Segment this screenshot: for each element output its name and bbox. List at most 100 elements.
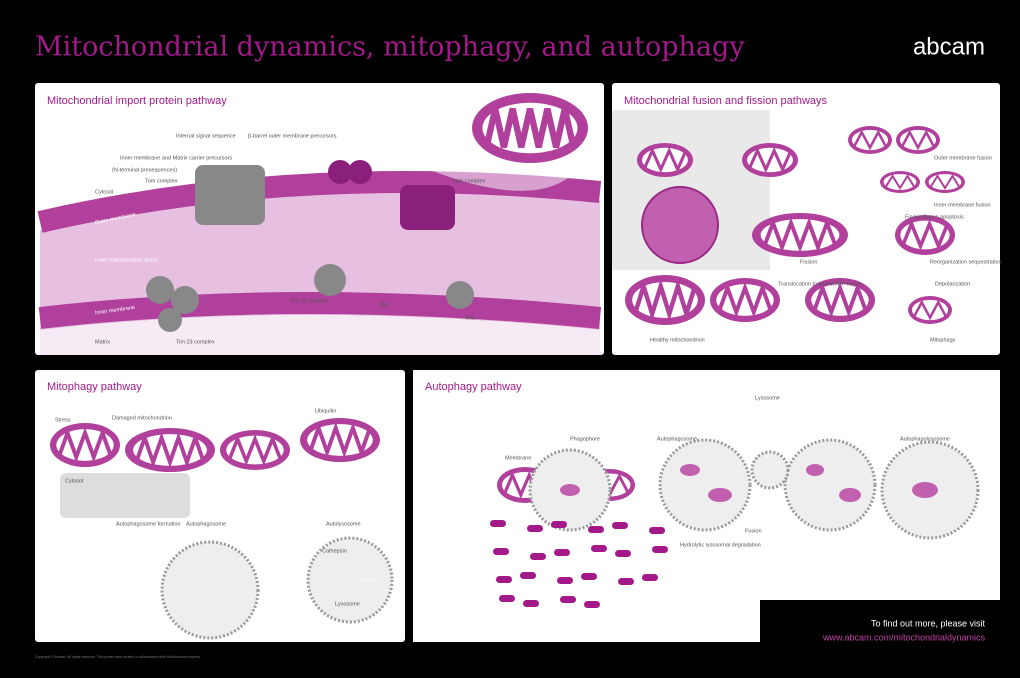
label: Tim 22 complex (290, 298, 329, 304)
label: (N-terminal presequences) (112, 167, 177, 173)
cristae (642, 146, 688, 174)
cargo (912, 482, 938, 498)
visit-text: To find out more, please visit (871, 618, 986, 628)
protein-complexes (146, 160, 474, 332)
label: Reorganization sequestration (930, 259, 1002, 265)
cristae (811, 282, 869, 318)
protein (560, 596, 576, 603)
copyright: Copyright © Abcam. All rights reserved. … (35, 655, 201, 659)
mitochondria (50, 93, 980, 640)
cargo (680, 464, 700, 476)
cristae (483, 108, 577, 148)
label: Cytosol (95, 189, 113, 195)
cristae (912, 299, 948, 321)
panel-title: Mitochondrial import protein pathway (47, 95, 227, 107)
label: Lysosome (335, 601, 360, 607)
cristae (762, 217, 838, 253)
label: Inner membrane and Matrix carrier precur… (120, 155, 232, 161)
label: Autophagosome (657, 436, 697, 442)
cristae (716, 282, 774, 318)
protein (652, 546, 668, 553)
label: Healthy mitochondrion (650, 337, 705, 343)
label: Translocation to lowest ATP needs (778, 281, 862, 287)
cargo (839, 488, 861, 502)
protein (649, 527, 665, 534)
label: Outer membrane fusion (934, 155, 992, 161)
label: Autophagolysosome (900, 436, 950, 442)
label: Lipase (360, 577, 376, 583)
protein (527, 525, 543, 532)
label: Internal signal sequence (176, 133, 236, 139)
label: Inner membrane fusion (934, 202, 991, 208)
vesicle (658, 438, 752, 532)
label: Autophagosome (186, 521, 226, 527)
vesicle (306, 536, 394, 624)
protein (618, 578, 634, 585)
cristae (227, 434, 283, 466)
protein (499, 595, 515, 602)
label: Damaged mitochondrion (112, 415, 172, 421)
protein (496, 576, 512, 583)
label: Cytosol (65, 478, 83, 484)
label: Fission/fusion apoptosis (905, 214, 964, 220)
cristae (852, 129, 888, 151)
cristae (900, 129, 936, 151)
label: Oxa (465, 315, 476, 321)
panel-title: Mitochondrial fusion and fission pathway… (624, 95, 828, 107)
cargo (708, 488, 732, 502)
protein (551, 521, 567, 528)
label: Inner mitochondrial space (95, 257, 158, 263)
panel-title: Autophagy pathway (425, 381, 522, 393)
poster-title: Mitochondrial dynamics, mitophagy, and a… (35, 32, 745, 63)
inner-membrane (38, 292, 602, 329)
protein (490, 520, 506, 527)
label: Hydrolytic lysosomal degradation (680, 542, 761, 548)
label: Mitophagy (930, 337, 956, 343)
label: Tom complex (145, 178, 178, 184)
label: Depolarization (935, 281, 970, 287)
label: Inner membrane (95, 305, 136, 317)
protein (591, 545, 607, 552)
protein (615, 550, 631, 557)
protein (557, 577, 573, 584)
label: Fission (800, 259, 817, 265)
protein (581, 573, 597, 580)
cristae (308, 421, 372, 459)
protein (584, 601, 600, 608)
protein (612, 522, 628, 529)
lc3-box (60, 473, 190, 518)
cristae (929, 174, 961, 190)
panel-title: Mitophagy pathway (47, 381, 142, 393)
protein (588, 526, 604, 533)
protein (523, 600, 539, 607)
label: β-barrel outer membrane precursors (248, 133, 337, 139)
label: Lysosome (755, 395, 780, 401)
cargo (560, 484, 580, 496)
cristae (56, 427, 114, 463)
label: Sam complex (452, 178, 486, 184)
label: Matrix (95, 339, 110, 345)
cristae (632, 278, 698, 322)
label: Membrane (505, 455, 531, 461)
label: Mia (380, 302, 390, 308)
vesicle (750, 450, 790, 490)
protein (493, 548, 509, 555)
vesicle (160, 540, 260, 640)
protein (530, 553, 546, 560)
label: Cathepsin (322, 548, 347, 554)
cargo (806, 464, 824, 476)
protein (554, 549, 570, 556)
label: Stress (55, 417, 71, 423)
zoom-circle (641, 186, 719, 264)
cristae (134, 431, 206, 469)
protein (520, 572, 536, 579)
label: Phagophore (570, 436, 600, 442)
label: Autophagosome formation (116, 521, 181, 527)
url[interactable]: www.abcam.com/mitochondrialdynamics (822, 632, 986, 642)
cristae (900, 219, 950, 251)
brand: abcam (913, 33, 985, 60)
label: Tim 23 complex (176, 339, 215, 345)
cristae (747, 146, 793, 174)
cristae (884, 174, 916, 190)
